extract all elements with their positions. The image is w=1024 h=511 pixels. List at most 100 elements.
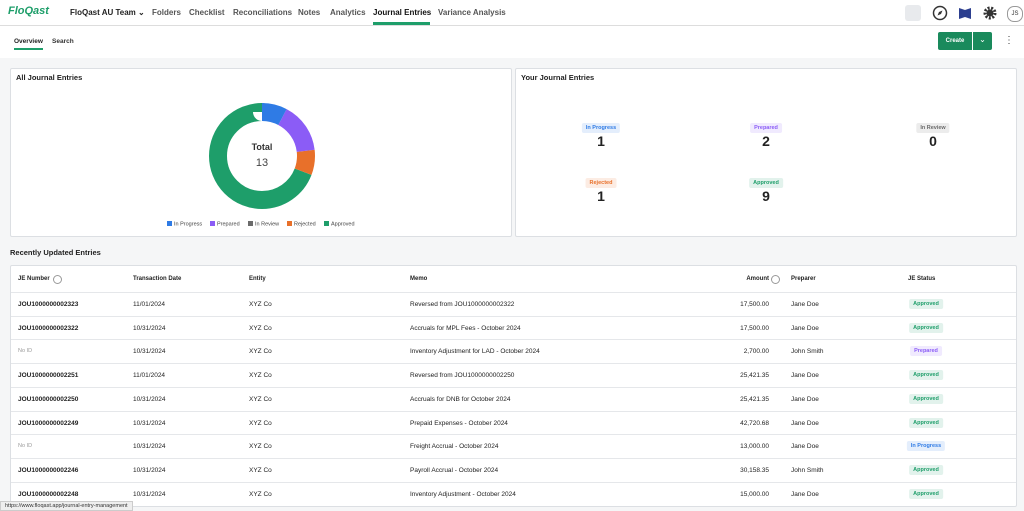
table-cell: JOU1000000002250 [18, 395, 79, 403]
section-title: Recently Updated Entries [10, 248, 101, 257]
table-cell: 10/31/2024 [133, 348, 166, 356]
status-badge: Approved [909, 370, 943, 381]
logo[interactable]: FloQast [8, 5, 49, 17]
column-header: Amount [746, 276, 769, 282]
table-cell: XYZ Co [249, 324, 272, 332]
nav-item[interactable]: Checklist [189, 8, 225, 17]
table-cell: JOU1000000002249 [18, 419, 79, 427]
legend-label: Rejected [294, 222, 316, 228]
table-row[interactable]: No ID 10/31/2024 XYZ Co Freight Accrual - O… [11, 434, 1016, 458]
legend-label: In Progress [174, 222, 202, 228]
info-icon[interactable] [53, 275, 62, 284]
nav-item[interactable]: Journal Entries [373, 8, 432, 17]
user-avatar[interactable]: JS [1007, 6, 1023, 22]
table-cell: John Smith [791, 348, 824, 356]
legend-swatch [324, 221, 329, 226]
all-entries-card: All Journal Entries Total 13 In Progress… [10, 68, 512, 237]
status-badge: Prepared [910, 346, 942, 357]
status-badge: Approved [909, 417, 943, 428]
table-cell: Jane Doe [791, 324, 819, 332]
table-row[interactable]: JOU1000000002250 10/31/2024 XYZ Co Accruals… [11, 386, 1016, 411]
table-row[interactable]: No ID 10/31/2024 XYZ Co Inventory Adjustmen… [11, 339, 1016, 363]
status-badge: In Review [916, 123, 950, 133]
nav-item[interactable]: Folders [152, 8, 181, 17]
table-cell: 17,500.00 [740, 324, 769, 332]
table-cell: 17,500.00 [740, 301, 769, 308]
table-row[interactable]: JOU1000000002248 10/31/2024 XYZ Co Inventor… [11, 481, 1016, 506]
more-menu[interactable]: ⋮ [1004, 35, 1014, 46]
table-row[interactable]: JOU1000000002251 11/01/2024 XYZ Co Reversed… [11, 363, 1016, 387]
legend-label: Prepared [217, 222, 240, 228]
entries-table: JE Number Transaction Date Entity Memo Amoun… [10, 265, 1017, 507]
table-cell: Jane Doe [791, 301, 819, 308]
table-cell: Freight Accrual - October 2024 [410, 443, 499, 451]
center-total: 13 [256, 157, 268, 169]
table-cell: No ID [18, 443, 33, 450]
table-cell: XYZ Co [249, 301, 272, 308]
column-header: JE Number [18, 276, 50, 282]
table-cell: Inventory Adjustment - October 2024 [410, 490, 516, 498]
compass-icon[interactable] [932, 5, 948, 21]
status-badge: Approved [909, 393, 943, 404]
column-header: Memo [410, 276, 428, 282]
status-count: 1 [597, 188, 605, 204]
table-cell: Prepaid Expenses - October 2024 [410, 419, 508, 427]
donut-segment [209, 103, 315, 209]
active-indicator [373, 22, 430, 25]
legend-swatch [167, 221, 172, 226]
status-count: 9 [762, 188, 770, 204]
info-icon[interactable] [771, 275, 780, 284]
status-badge: Approved [909, 322, 943, 333]
status-count: 1 [597, 133, 605, 149]
table-cell: Accruals for MPL Fees - October 2024 [410, 324, 521, 332]
status-badge: Approved [909, 299, 943, 309]
status-badge: Approved [749, 178, 783, 188]
table-cell: XYZ Co [249, 395, 272, 403]
table-cell: Jane Doe [791, 395, 819, 403]
table-row[interactable]: JOU1000000002322 10/31/2024 XYZ Co Accruals… [11, 315, 1016, 340]
create-button[interactable]: Create [938, 32, 972, 50]
table-row[interactable]: JOU1000000002249 10/31/2024 XYZ Co Prepaid … [11, 410, 1016, 435]
legend-swatch [210, 221, 215, 226]
table-cell: JOU1000000002246 [18, 466, 79, 474]
tab[interactable]: Search [52, 38, 74, 45]
nav-item[interactable]: Reconciliations [233, 8, 293, 17]
table-row[interactable]: JOU1000000002246 10/31/2024 XYZ Co Payroll … [11, 457, 1016, 482]
table-cell: 11/01/2024 [133, 301, 166, 308]
nav-item[interactable]: Notes [298, 8, 321, 17]
status-badge: In Progress [581, 123, 621, 133]
column-header: Transaction Date [133, 276, 182, 282]
sub-tabs-bar: Overview Search Create ⌄ ⋮ [0, 26, 1024, 58]
team-selector[interactable]: FloQast AU Team ⌄ [70, 8, 145, 17]
table-cell: John Smith [791, 466, 824, 474]
column-header: Entity [249, 276, 266, 282]
table-cell: 10/31/2024 [133, 443, 166, 451]
legend-label: In Review [255, 222, 279, 228]
table-cell: XYZ Co [249, 490, 272, 498]
table-cell: XYZ Co [249, 466, 272, 474]
tasks-icon[interactable] [905, 5, 921, 21]
settings-icon[interactable] [982, 5, 998, 21]
card-title: Your Journal Entries [521, 73, 595, 82]
table-cell: Reversed from JOU1000000002322 [410, 301, 515, 308]
column-header: JE Status [908, 276, 936, 282]
status-count: 2 [762, 133, 770, 149]
table-cell: XYZ Co [249, 372, 272, 380]
table-cell: Jane Doe [791, 443, 819, 451]
table-cell: 10/31/2024 [133, 324, 166, 332]
team-name: FloQast AU Team [70, 8, 136, 17]
create-dropdown[interactable]: ⌄ [973, 32, 992, 50]
table-cell: XYZ Co [249, 443, 272, 451]
table-cell: 10/31/2024 [133, 466, 166, 474]
your-entries-card: Your Journal Entries In Progress 1 Prepare… [515, 68, 1017, 237]
table-cell: 10/31/2024 [133, 395, 166, 403]
card-title: All Journal Entries [16, 73, 83, 82]
donut-chart: Total 13 In Progress Prepared In Review Rej… [167, 103, 355, 228]
tab[interactable]: Overview [14, 38, 43, 50]
legend-swatch [287, 221, 292, 226]
book-icon[interactable] [957, 5, 973, 21]
nav-item[interactable]: Variance Analysis [438, 8, 506, 17]
table-cell: 15,000.00 [740, 490, 769, 498]
nav-item[interactable]: Analytics [330, 8, 366, 17]
table-row[interactable]: JOU1000000002323 11/01/2024 XYZ Co Reversed… [11, 292, 1016, 316]
